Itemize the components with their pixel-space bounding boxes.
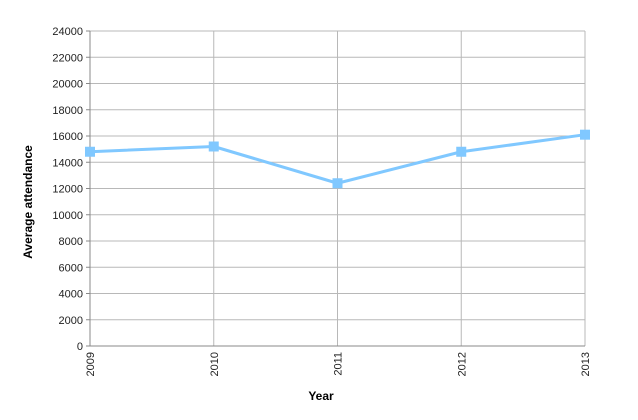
x-tick-label: 2012 (456, 352, 468, 376)
y-axis-title: Average attendance (21, 145, 35, 259)
y-tick-label: 24000 (52, 26, 83, 38)
y-tick-label: 22000 (52, 52, 83, 64)
marker (580, 129, 590, 140)
y-tick-label: 20000 (52, 79, 83, 91)
y-tick-label: 16000 (52, 131, 83, 143)
y-tick-label: 18000 (52, 105, 83, 117)
y-tick-label: 6000 (59, 262, 83, 274)
marker (208, 141, 219, 152)
y-tick-label: 0 (77, 341, 83, 353)
y-tick-label: 2000 (59, 315, 83, 327)
y-tick-label: 4000 (59, 289, 83, 301)
x-tick-label: 2011 (333, 352, 345, 376)
marker (332, 178, 343, 189)
x-tick-label: 2010 (209, 352, 221, 376)
y-tick-label: 12000 (52, 184, 83, 196)
y-tick-label: 14000 (52, 157, 83, 169)
y-tick-label: 10000 (52, 210, 83, 222)
x-axis-title: Year (308, 389, 334, 403)
marker (456, 146, 467, 157)
x-tick-label: 2013 (580, 352, 592, 376)
y-tick-label: 8000 (59, 236, 83, 248)
marker (85, 146, 95, 157)
x-tick-label: 2009 (85, 352, 97, 376)
